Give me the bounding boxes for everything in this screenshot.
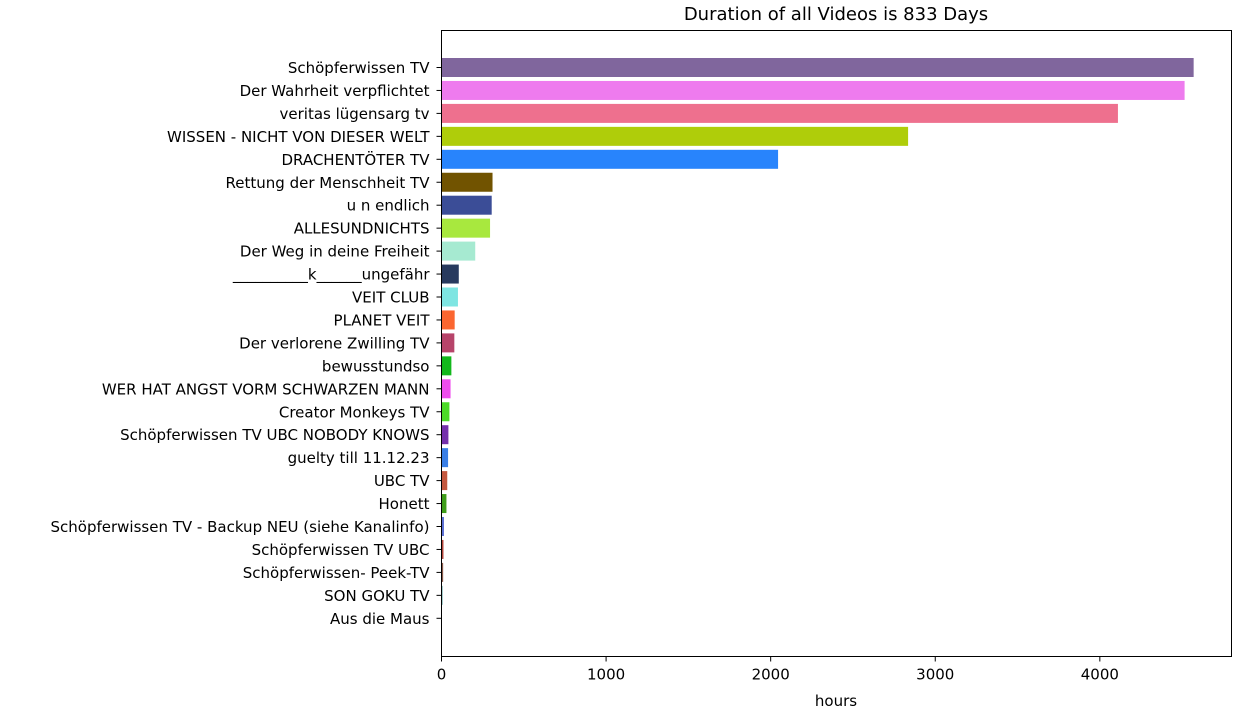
bar-1	[441, 80, 1185, 100]
category-label: veritas lügensarg tv	[280, 105, 430, 123]
category-label: PLANET VEIT	[334, 311, 431, 329]
bar-8	[441, 241, 476, 261]
x-tick-label: 1000	[587, 666, 625, 684]
bar-7	[441, 218, 491, 238]
x-tick-label: 0	[437, 666, 447, 684]
bar-12	[441, 333, 455, 353]
category-label: Der Wahrheit verpflichtet	[240, 82, 430, 100]
bar-19	[441, 494, 447, 514]
x-ticks-group: 0 1000 2000 3000 4000	[437, 656, 1119, 684]
category-label: DRACHENTÖTER TV	[281, 150, 430, 169]
x-axis-label: hours	[815, 692, 857, 710]
category-label: guelty till 11.12.23	[288, 449, 430, 467]
category-label: __________k______ungefähr	[232, 266, 430, 285]
category-label: Aus die Maus	[330, 610, 430, 628]
category-label: Schöpferwissen TV UBC	[252, 541, 430, 559]
category-label: Creator Monkeys TV	[279, 403, 430, 421]
bar-15	[441, 402, 450, 422]
category-label: Der verlorene Zwilling TV	[239, 334, 430, 352]
bar-10	[441, 287, 458, 307]
x-tick-label: 4000	[1081, 666, 1119, 684]
bars-group	[441, 58, 1194, 628]
bar-20	[441, 517, 444, 536]
bar-13	[441, 356, 452, 376]
category-label: Honett	[379, 495, 430, 513]
category-label: WER HAT ANGST VORM SCHWARZEN MANN	[102, 380, 430, 398]
x-tick-label: 3000	[916, 666, 954, 684]
bar-4	[441, 149, 779, 169]
bar-18	[441, 471, 448, 491]
chart-title: Duration of all Videos is 833 Days	[684, 4, 988, 25]
bar-2	[441, 103, 1118, 123]
bar-11	[441, 310, 455, 330]
category-label: Schöpferwissen- Peek-TV	[243, 564, 430, 582]
bar-17	[441, 448, 449, 468]
category-label: Schöpferwissen TV	[288, 59, 430, 77]
category-label: bewusstundso	[322, 357, 430, 375]
bar-14	[441, 379, 451, 399]
category-label: UBC TV	[374, 472, 430, 490]
x-tick-label: 2000	[752, 666, 790, 684]
bar-16	[441, 425, 449, 445]
category-label: Schöpferwissen TV - Backup NEU (siehe Ka…	[51, 518, 430, 536]
bar-5	[441, 172, 493, 192]
category-labels-group: Schöpferwissen TV Der Wahrheit verpflicht…	[51, 59, 442, 628]
category-label: VEIT CLUB	[352, 289, 429, 307]
bar-3	[441, 126, 909, 146]
bar-6	[441, 195, 492, 215]
category-label: SON GOKU TV	[324, 587, 430, 605]
category-label: ALLESUNDNICHTS	[294, 220, 430, 238]
bar-21	[441, 539, 444, 559]
bar-22	[441, 562, 444, 582]
category-label: u n endlich	[347, 197, 430, 215]
category-label: Rettung der Menschheit TV	[226, 174, 431, 192]
plot-frame	[441, 30, 1232, 657]
bar-9	[441, 264, 459, 284]
category-label: Der Weg in deine Freiheit	[240, 243, 430, 261]
bar-0	[441, 58, 1194, 77]
category-label: Schöpferwissen TV UBC NOBODY KNOWS	[120, 426, 429, 444]
category-label: WISSEN - NICHT VON DIESER WELT	[167, 128, 430, 146]
